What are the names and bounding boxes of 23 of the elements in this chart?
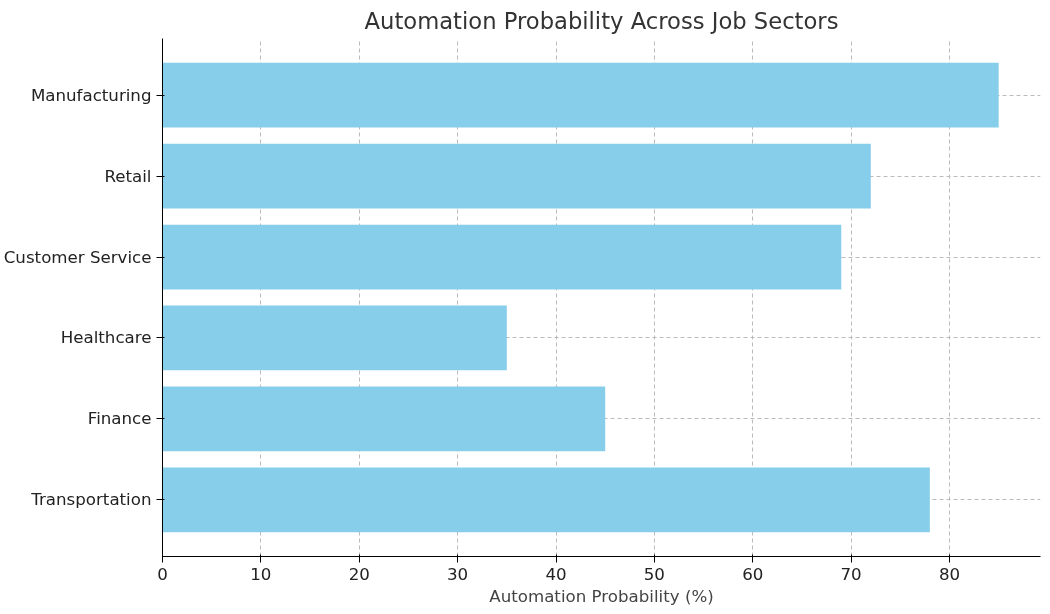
x-tick-label: 50 [643, 564, 665, 584]
y-tick-label: Healthcare [60, 328, 152, 348]
chart-title: Automation Probability Across Job Sectors [364, 7, 839, 34]
y-tick-label: Customer Service [3, 247, 152, 267]
bar [162, 62, 999, 128]
x-tick-label: 70 [840, 564, 862, 584]
x-tick-label: 40 [545, 564, 567, 584]
x-tick-label: 30 [447, 564, 469, 584]
y-tick-label: Retail [104, 166, 152, 186]
bar [162, 305, 507, 371]
bar [162, 224, 842, 290]
x-axis-title: Automation Probability (%) [489, 586, 714, 606]
bar [162, 386, 606, 452]
x-tick-label: 60 [742, 564, 764, 584]
y-tick-label: Finance [87, 409, 152, 429]
x-tick-label: 0 [157, 564, 168, 584]
bar [162, 143, 871, 209]
x-tick-label: 10 [250, 564, 272, 584]
x-tick-label: 20 [348, 564, 370, 584]
y-tick-label: Transportation [30, 490, 152, 510]
y-tick-label: Manufacturing [30, 85, 152, 105]
x-tick-label: 80 [938, 564, 961, 584]
bar [162, 467, 930, 533]
